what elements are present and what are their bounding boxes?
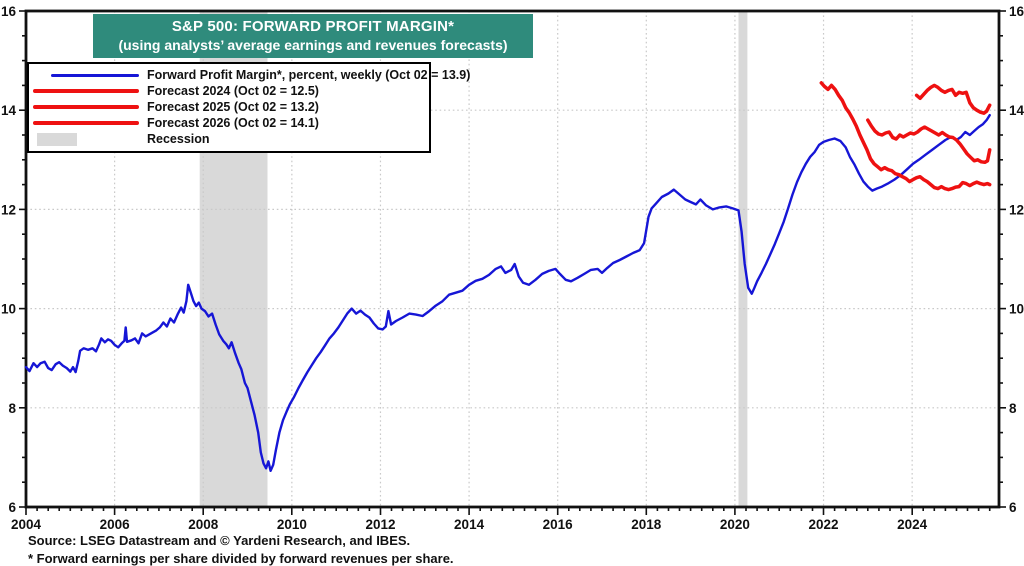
chart-title: S&P 500: FORWARD PROFIT MARGIN*: [171, 17, 455, 35]
series-forecast-2024: [819, 81, 992, 192]
ytick-label-left: 10: [1, 302, 16, 317]
legend-item: Forecast 2024 (Oct 02 = 12.5): [29, 83, 429, 99]
xtick-label: 2018: [631, 517, 662, 532]
blue-line-swatch: [51, 73, 139, 77]
ytick-label-right: 12: [1009, 202, 1024, 217]
ytick-label-right: 14: [1009, 103, 1024, 118]
ytick-label-left: 12: [1, 202, 16, 217]
red-line-swatch: [33, 105, 139, 109]
legend-item: Forecast 2025 (Oct 02 = 13.2): [29, 99, 429, 115]
ytick-label-right: 6: [1009, 500, 1017, 515]
xtick-label: 2004: [11, 517, 42, 532]
legend-item: Recession: [29, 131, 429, 147]
xtick-label: 2010: [277, 517, 307, 532]
recession-swatch: [37, 132, 77, 146]
ytick-label-right: 10: [1009, 302, 1024, 317]
red-line-swatch: [33, 121, 139, 125]
legend-label: Forecast 2025 (Oct 02 = 13.2): [147, 100, 319, 114]
legend-label: Forward Profit Margin*, percent, weekly …: [147, 68, 471, 82]
xtick-label: 2008: [188, 517, 219, 532]
legend-item: Forecast 2026 (Oct 02 = 14.1): [29, 115, 429, 131]
ytick-label-right: 16: [1009, 4, 1024, 19]
xtick-label: 2016: [543, 517, 574, 532]
series-forecast-2026: [914, 83, 992, 115]
ytick-label-left: 6: [8, 500, 16, 515]
ytick-label-left: 8: [8, 401, 16, 416]
footnote: * Forward earnings per share divided by …: [28, 551, 454, 566]
legend-item: Forward Profit Margin*, percent, weekly …: [29, 67, 470, 83]
ytick-label-right: 8: [1009, 401, 1017, 416]
series-forecast-2025: [866, 118, 992, 165]
chart-legend: Forward Profit Margin*, percent, weekly …: [27, 62, 470, 153]
source-note: Source: LSEG Datastream and © Yardeni Re…: [28, 533, 411, 548]
red-line-swatch: [33, 89, 139, 93]
plot-frame: [24, 9, 1001, 509]
xtick-label: 2006: [100, 517, 131, 532]
xtick-label: 2014: [454, 517, 485, 532]
legend-label: Forecast 2024 (Oct 02 = 12.5): [147, 84, 319, 98]
xtick-label: 2012: [365, 517, 395, 532]
ytick-label-left: 16: [1, 4, 17, 19]
chart-title-box: S&P 500: FORWARD PROFIT MARGIN* (using a…: [93, 14, 533, 58]
xtick-label: 2020: [720, 517, 750, 532]
ytick-label-left: 14: [1, 103, 17, 118]
xtick-label: 2022: [809, 517, 839, 532]
chart-subtitle: (using analysts’ average earnings and re…: [118, 36, 508, 53]
recession-band: [738, 11, 748, 507]
legend-label: Forecast 2026 (Oct 02 = 14.1): [147, 116, 319, 130]
series-forward-profit-margin: [24, 113, 991, 472]
legend-label: Recession: [147, 132, 210, 146]
xtick-label: 2024: [897, 517, 928, 532]
